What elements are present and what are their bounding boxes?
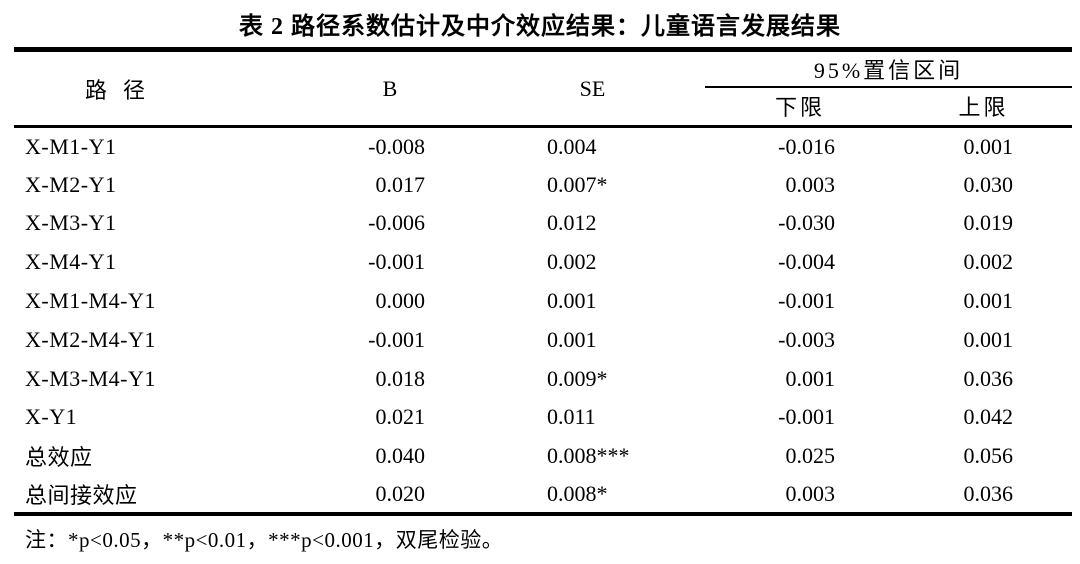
cell-upper: 0.019 bbox=[963, 210, 1014, 236]
cell-path: X-M1-M4-Y1 bbox=[25, 288, 156, 314]
cell-lower: 0.003 bbox=[785, 171, 836, 197]
column-header-confidence-interval: 95%置信区间 bbox=[705, 49, 1073, 88]
cell-lower: 0.001 bbox=[785, 365, 836, 391]
cell-se: 0.007* bbox=[547, 171, 608, 197]
table-row: X-M4-Y1 -0.001 0.002 -0.004 0.002 bbox=[14, 243, 1072, 282]
table-row: 总间接效应 0.020 0.008* 0.003 0.036 bbox=[14, 476, 1072, 515]
cell-b: -0.008 bbox=[368, 133, 425, 159]
cell-se: 0.001 bbox=[547, 326, 597, 352]
column-header-lower-bound: 下限 bbox=[705, 86, 895, 128]
cell-se: 0.004 bbox=[547, 133, 597, 159]
table-row: X-M3-Y1 -0.006 0.012 -0.030 0.019 bbox=[14, 204, 1072, 243]
cell-path: X-Y1 bbox=[25, 404, 78, 430]
cell-b: 0.000 bbox=[375, 288, 426, 314]
cell-lower: -0.001 bbox=[778, 288, 835, 314]
header-row-top: 路径 B SE 95%置信区间 bbox=[14, 49, 1073, 128]
cell-b: 0.017 bbox=[375, 171, 426, 197]
cell-path: X-M1-Y1 bbox=[25, 133, 117, 159]
table-header: 路径 B SE 95%置信区间 下限 上限 bbox=[14, 49, 1073, 128]
cell-upper: 0.042 bbox=[963, 404, 1014, 430]
table-row: X-M2-Y1 0.017 0.007* 0.003 0.030 bbox=[14, 165, 1072, 204]
cell-lower: -0.003 bbox=[778, 326, 835, 352]
cell-b: 0.040 bbox=[375, 443, 426, 469]
cell-lower: -0.001 bbox=[778, 404, 835, 430]
table-title: 表 2 路径系数估计及中介效应结果：儿童语言发展结果 bbox=[239, 14, 841, 40]
table-row: X-Y1 0.021 0.011 -0.001 0.042 bbox=[14, 398, 1072, 437]
table-row: X-M3-M4-Y1 0.018 0.009* 0.001 0.036 bbox=[14, 359, 1072, 398]
cell-upper: 0.036 bbox=[963, 481, 1014, 507]
cell-b: 0.018 bbox=[375, 365, 426, 391]
cell-upper: 0.002 bbox=[963, 249, 1014, 275]
table-row: X-M2-M4-Y1 -0.001 0.001 -0.003 0.001 bbox=[14, 320, 1072, 359]
table-body: X-M1-Y1 -0.008 0.004 -0.016 0.001 X-M2-Y… bbox=[14, 127, 1072, 515]
cell-lower: -0.030 bbox=[778, 210, 835, 236]
header-row-sub: 下限 上限 bbox=[14, 86, 1073, 128]
cell-path: 总间接效应 bbox=[25, 483, 138, 509]
cell-lower: 0.025 bbox=[785, 443, 836, 469]
cell-se: 0.002 bbox=[547, 249, 597, 275]
cell-upper: 0.001 bbox=[963, 288, 1014, 314]
cell-se: 0.011 bbox=[547, 404, 596, 430]
table-row: X-M1-Y1 -0.008 0.004 -0.016 0.001 bbox=[14, 127, 1072, 166]
cell-lower: -0.016 bbox=[778, 133, 835, 159]
cell-se: 0.012 bbox=[547, 210, 597, 236]
cell-lower: 0.003 bbox=[785, 481, 836, 507]
cell-upper: 0.030 bbox=[963, 171, 1014, 197]
cell-upper: 0.056 bbox=[963, 443, 1014, 469]
cell-b: -0.001 bbox=[368, 326, 425, 352]
results-table: 路径 B SE 95%置信区间 下限 上限 X-M1-Y1 -0.008 0.0… bbox=[14, 47, 1073, 517]
cell-path: X-M4-Y1 bbox=[25, 249, 117, 275]
cell-upper: 0.001 bbox=[963, 326, 1014, 352]
cell-b: -0.001 bbox=[368, 249, 425, 275]
cell-b: 0.020 bbox=[375, 481, 426, 507]
cell-path: X-M3-M4-Y1 bbox=[25, 365, 156, 391]
cell-upper: 0.036 bbox=[963, 365, 1014, 391]
cell-path: X-M2-M4-Y1 bbox=[25, 326, 156, 352]
column-header-path: 路径 bbox=[14, 49, 300, 128]
cell-se: 0.009* bbox=[547, 365, 608, 391]
table-row: 总效应 0.040 0.008*** 0.025 0.056 bbox=[14, 437, 1072, 476]
cell-upper: 0.001 bbox=[963, 133, 1014, 159]
column-header-se: SE bbox=[480, 49, 705, 128]
table-row: X-M1-M4-Y1 0.000 0.001 -0.001 0.001 bbox=[14, 282, 1072, 321]
cell-path: X-M3-Y1 bbox=[25, 210, 117, 236]
column-header-upper-bound: 上限 bbox=[895, 86, 1073, 128]
cell-se: 0.008* bbox=[547, 481, 608, 507]
cell-path: 总效应 bbox=[25, 445, 93, 471]
significance-note: 注：*p<0.05，**p<0.01，***p<0.001，双尾检验。 bbox=[25, 528, 504, 553]
cell-b: -0.006 bbox=[368, 210, 425, 236]
column-header-b: B bbox=[300, 49, 480, 128]
cell-se: 0.001 bbox=[547, 288, 597, 314]
cell-path: X-M2-Y1 bbox=[25, 171, 117, 197]
cell-b: 0.021 bbox=[375, 404, 426, 430]
cell-se: 0.008*** bbox=[547, 443, 630, 469]
cell-lower: -0.004 bbox=[778, 249, 835, 275]
